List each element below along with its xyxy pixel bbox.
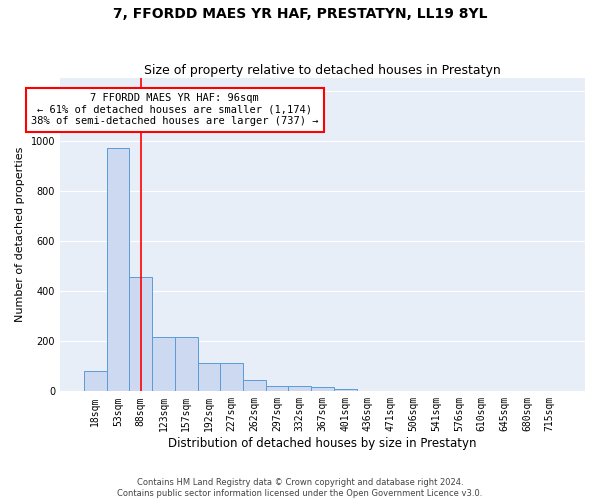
Text: Contains HM Land Registry data © Crown copyright and database right 2024.
Contai: Contains HM Land Registry data © Crown c… bbox=[118, 478, 482, 498]
Bar bbox=[334, 389, 356, 392]
Bar bbox=[311, 387, 334, 392]
Bar bbox=[175, 338, 197, 392]
Bar bbox=[84, 372, 107, 392]
Text: 7 FFORDD MAES YR HAF: 96sqm
← 61% of detached houses are smaller (1,174)
38% of : 7 FFORDD MAES YR HAF: 96sqm ← 61% of det… bbox=[31, 93, 319, 126]
Text: 7, FFORDD MAES YR HAF, PRESTATYN, LL19 8YL: 7, FFORDD MAES YR HAF, PRESTATYN, LL19 8… bbox=[113, 8, 487, 22]
Y-axis label: Number of detached properties: Number of detached properties bbox=[15, 147, 25, 322]
Bar bbox=[152, 338, 175, 392]
Bar bbox=[266, 386, 289, 392]
Bar bbox=[130, 278, 152, 392]
Bar bbox=[289, 386, 311, 392]
Title: Size of property relative to detached houses in Prestatyn: Size of property relative to detached ho… bbox=[144, 64, 501, 77]
Bar bbox=[243, 380, 266, 392]
Bar bbox=[197, 362, 220, 392]
X-axis label: Distribution of detached houses by size in Prestatyn: Distribution of detached houses by size … bbox=[168, 437, 477, 450]
Bar bbox=[220, 362, 243, 392]
Bar bbox=[107, 148, 130, 392]
